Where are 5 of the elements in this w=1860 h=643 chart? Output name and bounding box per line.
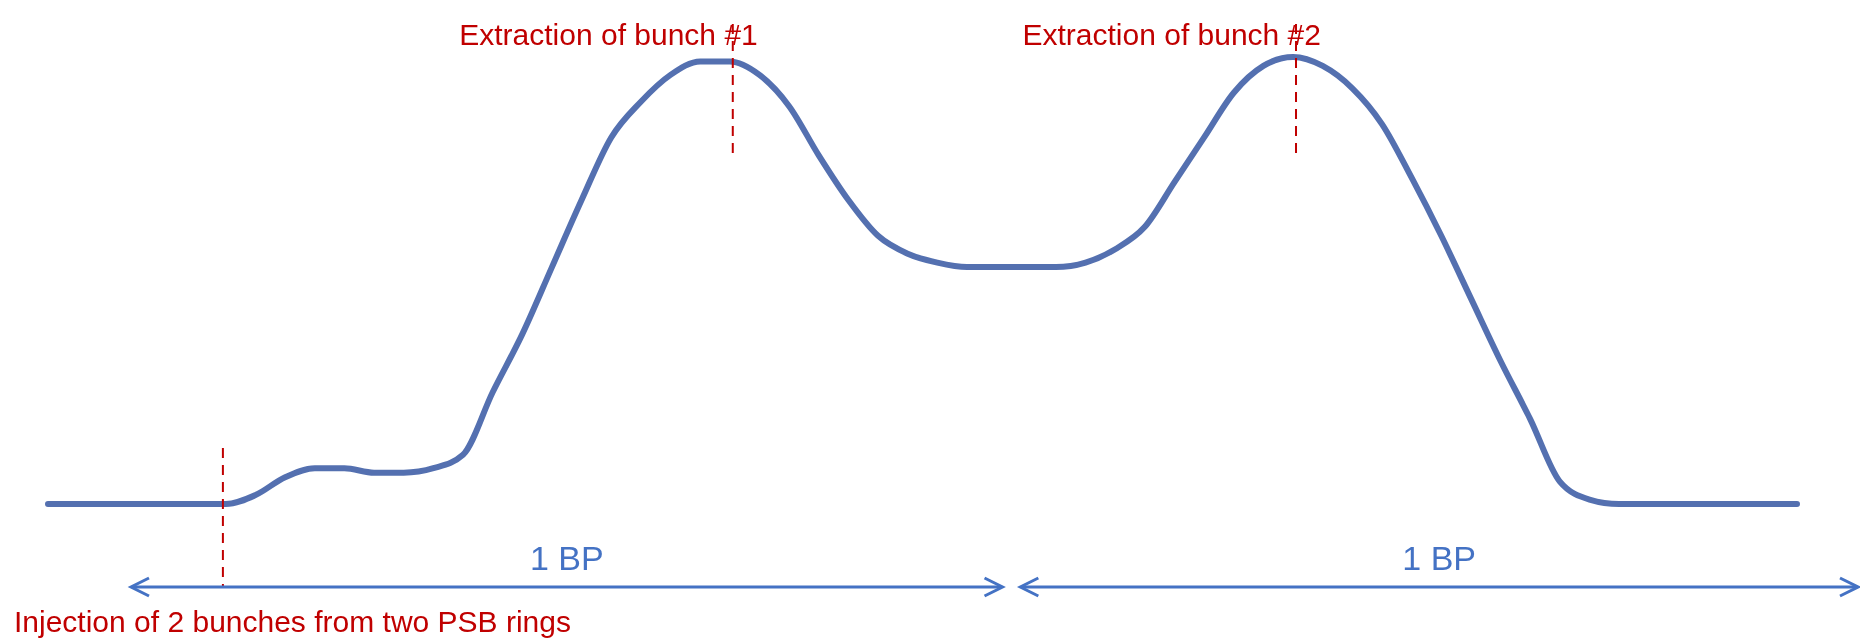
text: 1 BP: [1402, 539, 1477, 577]
text: Extraction of bunch #1: [459, 18, 758, 51]
text: 1 BP: [529, 539, 604, 577]
text: Extraction of bunch #2: [1022, 18, 1322, 51]
text: Injection of 2 bunches from two PSB rings: [14, 605, 571, 638]
